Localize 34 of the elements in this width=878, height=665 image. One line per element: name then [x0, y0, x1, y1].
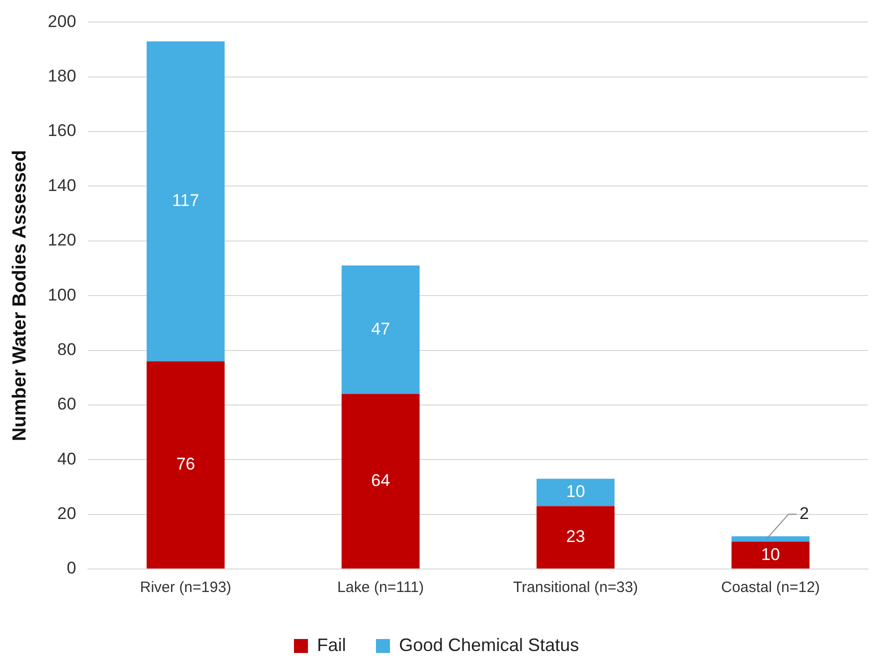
data-label: 76 [176, 454, 196, 474]
data-label: 10 [761, 544, 780, 564]
data-label: 10 [566, 482, 586, 502]
y-tick-label: 100 [48, 285, 76, 304]
x-tick-label: Lake (n=111) [337, 579, 424, 596]
y-tick-label: 40 [57, 449, 76, 468]
y-tick-label: 180 [48, 66, 76, 86]
bar [536, 478, 615, 506]
data-label: 47 [371, 319, 390, 338]
bar [146, 361, 225, 568]
data-label: 2 [800, 504, 809, 523]
y-tick-label: 0 [66, 558, 76, 578]
y-tick-label: 120 [48, 230, 76, 250]
bar [342, 266, 420, 394]
legend-label: Good Chemical Status [398, 634, 580, 655]
bar [536, 506, 615, 568]
x-tick-label: Coastal (n=12) [721, 579, 820, 596]
y-tick-label: 140 [48, 176, 76, 195]
y-tick-label: 80 [57, 340, 76, 359]
y-tick-label: 20 [57, 504, 76, 524]
y-tick-label: 160 [48, 121, 76, 140]
bar [732, 536, 810, 542]
bar [146, 41, 225, 362]
data-label: 64 [371, 470, 390, 490]
x-tick-label: River (n=193) [140, 579, 232, 596]
y-axis-title: Number Water Bodies Assessed [10, 150, 31, 442]
bar [732, 542, 810, 568]
y-tick-label: 200 [48, 12, 76, 31]
bar [342, 394, 420, 568]
y-tick-label: 60 [57, 394, 76, 414]
data-label: 117 [172, 190, 200, 210]
data-label: 23 [566, 526, 586, 546]
x-tick-label: Transitional (n=33) [513, 579, 638, 596]
legend-label: Fail [316, 634, 346, 655]
